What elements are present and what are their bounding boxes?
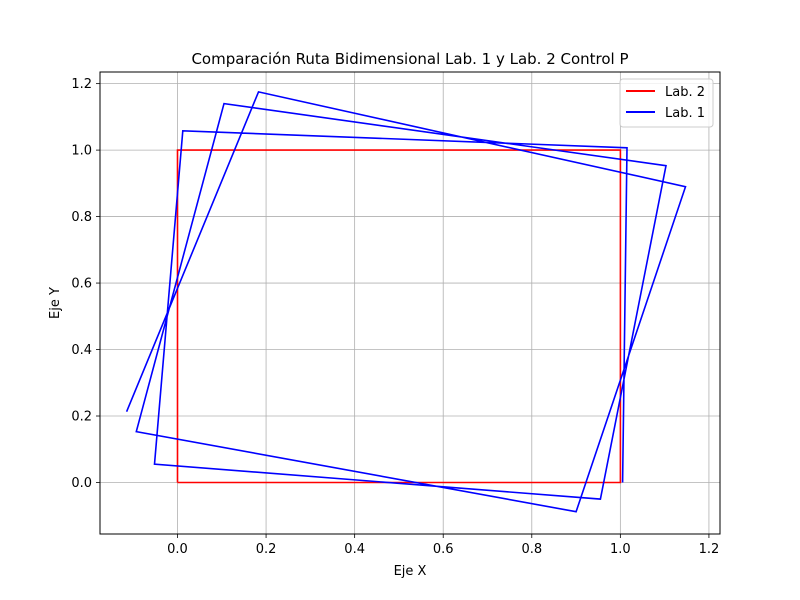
x-tick-label: 0.6 (433, 542, 454, 557)
series-line-lab-2 (176, 149, 622, 484)
grid (100, 72, 720, 534)
legend: Lab. 2 Lab. 1 (619, 78, 714, 128)
y-tick-label: 1.2 (71, 77, 92, 92)
x-tick-label: 1.0 (610, 542, 631, 557)
plot-frame (99, 71, 721, 535)
x-tick-label: 0.2 (256, 542, 277, 557)
y-tick-label: 0.4 (71, 343, 92, 358)
x-tick-label: 0.0 (167, 542, 188, 557)
x-axis-label: Eje X (394, 564, 427, 579)
legend-label-lab1: Lab. 1 (665, 106, 705, 121)
y-tick-label: 0.6 (71, 277, 92, 292)
y-tick-label: 1.0 (71, 144, 92, 159)
x-tick-label: 0.8 (521, 542, 542, 557)
series-line-lab-1 (125, 90, 687, 513)
y-axis: 0.0 0.2 0.4 0.6 0.8 1.0 1.2 (71, 77, 100, 491)
y-axis-label: Eje Y (48, 287, 63, 319)
series-layer (125, 90, 687, 513)
y-tick-label: 0.8 (71, 210, 92, 225)
y-tick-label: 0.2 (71, 410, 92, 425)
chart-title: Comparación Ruta Bidimensional Lab. 1 y … (191, 50, 628, 68)
y-tick-label: 0.0 (71, 476, 92, 491)
x-axis: 0.0 0.2 0.4 0.6 0.8 1.0 1.2 (167, 534, 719, 557)
x-tick-label: 1.2 (699, 542, 720, 557)
x-tick-label: 0.4 (344, 542, 365, 557)
legend-label-lab2: Lab. 2 (665, 85, 705, 100)
